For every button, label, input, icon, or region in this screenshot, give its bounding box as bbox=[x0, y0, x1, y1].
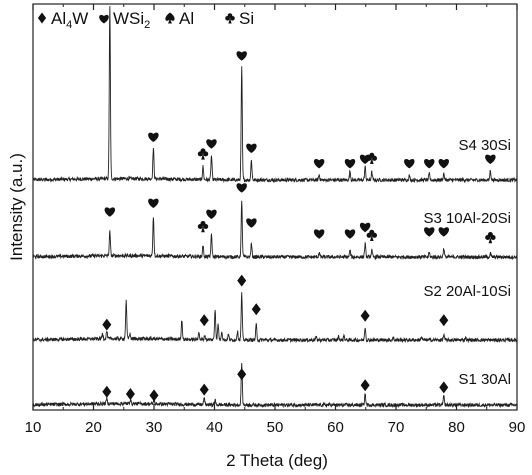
legend-item-spade: Al bbox=[165, 9, 194, 28]
peak-marker-diamond bbox=[199, 314, 209, 327]
legend-item-diamond: Al4W bbox=[37, 9, 88, 31]
legend-symbol-club bbox=[225, 13, 235, 24]
peak-marker-heart bbox=[313, 229, 325, 239]
peak-marker-heart bbox=[206, 139, 217, 149]
peak-marker-diamond bbox=[237, 274, 247, 287]
peak-marker-heart bbox=[424, 227, 435, 237]
club-lobe bbox=[490, 234, 496, 241]
club-stem bbox=[370, 158, 374, 164]
legend-symbol-spade bbox=[165, 12, 175, 24]
series-label: S3 10Al-20Si bbox=[423, 210, 511, 227]
peak-marker-heart bbox=[404, 159, 415, 169]
peak-marker-diamond bbox=[251, 303, 261, 316]
xrd-trace-s2-20al-10si bbox=[32, 292, 518, 344]
club-lobe bbox=[203, 223, 209, 230]
peak-marker-club bbox=[197, 220, 209, 233]
legend-label: WSi2 bbox=[113, 9, 150, 31]
legend-symbol-heart bbox=[99, 14, 109, 24]
peak-marker-heart bbox=[424, 159, 435, 169]
peak-marker-heart bbox=[148, 198, 159, 208]
peak-marker-heart bbox=[344, 159, 356, 169]
marker-layer bbox=[102, 51, 496, 402]
peak-marker-club bbox=[485, 231, 496, 244]
club-lobe bbox=[485, 234, 491, 241]
legend-label: Si bbox=[239, 9, 254, 28]
x-tick-label: 10 bbox=[25, 419, 42, 436]
peak-marker-club bbox=[197, 148, 209, 160]
legend: Al4W WSi2 Al Si bbox=[37, 9, 254, 31]
club-lobe bbox=[197, 151, 203, 157]
club-lobe bbox=[203, 151, 209, 157]
club-lobe bbox=[366, 155, 372, 161]
peak-marker-diamond bbox=[439, 381, 449, 394]
xrd-trace-s3-10al-20si bbox=[32, 200, 518, 261]
peak-marker-heart bbox=[438, 159, 450, 169]
x-tick-label: 30 bbox=[146, 419, 163, 436]
series-label: S2 20Al-10Si bbox=[423, 283, 511, 300]
peak-marker-diamond bbox=[102, 318, 112, 331]
x-axis-ticks: 10 20 30 40 50 60 70 80 90 bbox=[25, 4, 526, 436]
x-tick-label: 40 bbox=[206, 419, 223, 436]
club-lobe bbox=[197, 223, 203, 230]
x-tick-label: 70 bbox=[388, 419, 405, 436]
x-tick-label: 60 bbox=[327, 419, 344, 436]
peak-marker-heart bbox=[438, 227, 450, 237]
club-stem bbox=[488, 237, 493, 244]
series-label: S1 30Al bbox=[458, 371, 511, 388]
legend-label: Al bbox=[179, 9, 194, 28]
series-label: S4 30Si bbox=[458, 137, 511, 154]
peak-marker-heart bbox=[246, 143, 257, 153]
club-lobe bbox=[230, 15, 235, 21]
peak-marker-diamond bbox=[102, 385, 112, 398]
club-stem bbox=[228, 18, 232, 24]
peak-marker-heart bbox=[313, 159, 325, 169]
peak-marker-diamond bbox=[360, 309, 370, 322]
club-stem bbox=[201, 153, 205, 160]
peak-marker-diamond bbox=[149, 389, 159, 402]
peak-marker-diamond bbox=[439, 314, 449, 327]
peak-marker-heart bbox=[485, 154, 496, 164]
peak-marker-heart bbox=[236, 183, 247, 193]
legend-label: Al4W bbox=[51, 9, 88, 31]
xrd-trace-s4-30si bbox=[32, 6, 518, 184]
peak-marker-diamond bbox=[125, 388, 135, 400]
peak-marker-club bbox=[366, 229, 378, 241]
x-tick-label: 20 bbox=[85, 419, 102, 436]
legend-symbol-diamond bbox=[37, 12, 47, 24]
club-lobe bbox=[366, 232, 372, 238]
peak-marker-club bbox=[366, 152, 378, 164]
peak-marker-diamond bbox=[199, 383, 209, 396]
peak-marker-heart bbox=[206, 209, 217, 219]
series-label-layer: S4 30Si S3 10Al-20Si S2 20Al-10Si S1 30Al bbox=[423, 137, 511, 388]
x-tick-label: 80 bbox=[448, 419, 465, 436]
club-stem bbox=[370, 235, 374, 241]
peak-marker-diamond bbox=[237, 368, 247, 381]
club-lobe bbox=[371, 232, 378, 238]
peak-marker-heart bbox=[344, 229, 356, 239]
peak-marker-heart bbox=[246, 218, 257, 228]
legend-item-club: Si bbox=[225, 9, 254, 28]
x-tick-label: 50 bbox=[267, 419, 284, 436]
peak-marker-diamond bbox=[360, 379, 370, 392]
club-lobe bbox=[371, 155, 378, 161]
series-layer bbox=[32, 6, 518, 409]
club-stem bbox=[201, 226, 205, 233]
x-tick-label: 90 bbox=[509, 419, 526, 436]
peak-marker-heart bbox=[104, 207, 116, 217]
legend-item-heart: WSi2 bbox=[99, 9, 150, 31]
club-lobe bbox=[225, 15, 230, 21]
peak-marker-heart bbox=[236, 51, 247, 61]
peak-marker-heart bbox=[148, 132, 159, 142]
y-axis-label: Intensity (a.u.) bbox=[7, 153, 26, 261]
peak-marker-heart bbox=[359, 222, 371, 233]
x-axis-label: 2 Theta (deg) bbox=[226, 451, 328, 470]
